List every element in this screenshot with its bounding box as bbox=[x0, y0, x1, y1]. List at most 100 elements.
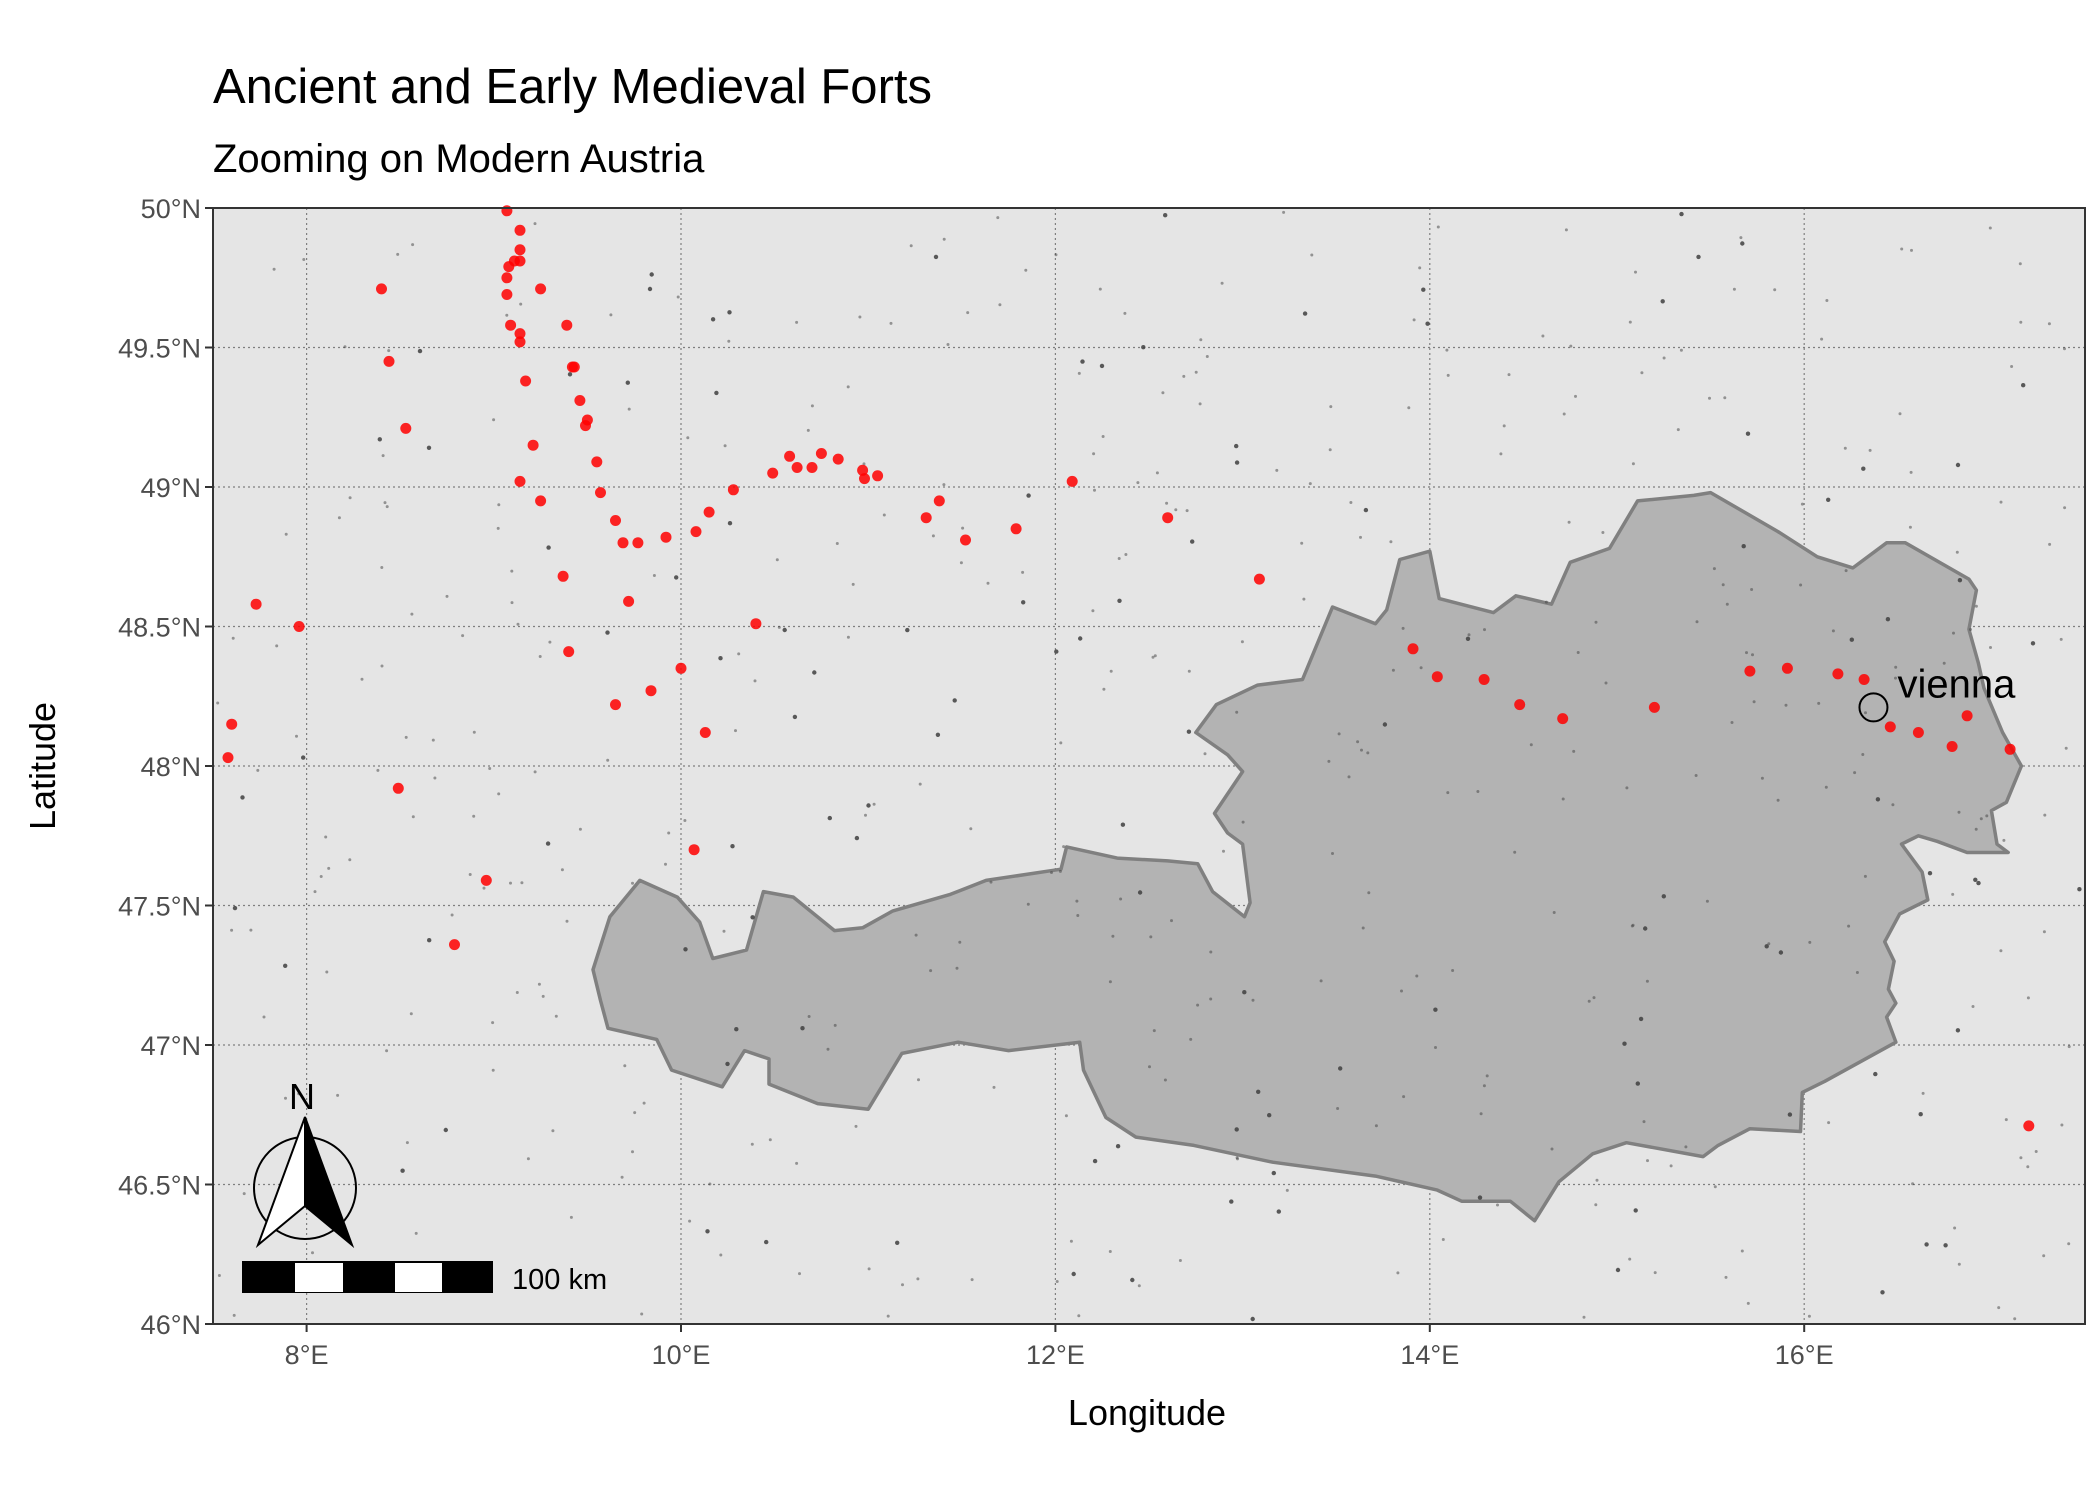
settlement-point bbox=[1483, 628, 1486, 632]
settlement-point bbox=[519, 302, 523, 306]
settlement-point bbox=[1242, 990, 1247, 995]
settlement-point bbox=[1026, 493, 1031, 498]
fort-point bbox=[383, 355, 395, 367]
settlement-point bbox=[1338, 1066, 1343, 1071]
settlement-point bbox=[492, 418, 496, 422]
settlement-point bbox=[1241, 820, 1245, 824]
y-tick-label: 48°N bbox=[141, 752, 201, 782]
settlement-point bbox=[497, 503, 501, 507]
settlement-point bbox=[1401, 626, 1405, 630]
settlement-point bbox=[1415, 974, 1419, 978]
fort-point bbox=[703, 506, 715, 518]
settlement-point bbox=[1165, 501, 1169, 505]
settlement-point bbox=[468, 873, 472, 876]
settlement-point bbox=[302, 258, 306, 261]
fort-point bbox=[574, 395, 586, 406]
vienna-marker bbox=[1858, 692, 1889, 723]
settlement-point bbox=[2019, 1156, 2023, 1160]
settlement-point bbox=[1093, 488, 1096, 492]
fort-point bbox=[920, 512, 932, 524]
settlement-point bbox=[1957, 1262, 1961, 1266]
fort-point bbox=[561, 319, 573, 331]
settlement-point bbox=[1988, 226, 1992, 230]
settlement-point bbox=[1267, 1113, 1272, 1118]
fort-point bbox=[2023, 1120, 2035, 1132]
settlement-point bbox=[1434, 1046, 1437, 1049]
fort-point bbox=[784, 450, 796, 462]
settlement-point bbox=[1544, 600, 1548, 604]
fort-point bbox=[1744, 665, 1756, 677]
settlement-point bbox=[1885, 617, 1891, 622]
settlement-point bbox=[1630, 924, 1634, 928]
settlement-point bbox=[567, 372, 573, 377]
settlement-point bbox=[1721, 583, 1725, 587]
settlement-point bbox=[232, 1313, 236, 1317]
settlement-point bbox=[1985, 814, 1989, 818]
fort-point bbox=[514, 255, 526, 267]
settlement-point bbox=[917, 1078, 920, 1082]
settlement-point bbox=[606, 758, 610, 762]
settlement-point bbox=[1643, 926, 1648, 931]
settlement-point bbox=[1101, 435, 1105, 438]
settlement-point bbox=[497, 792, 501, 796]
fort-point bbox=[400, 422, 412, 434]
settlement-point bbox=[734, 1027, 739, 1032]
settlement-point bbox=[969, 827, 973, 831]
fort-point bbox=[293, 621, 305, 632]
settlement-point bbox=[1366, 751, 1370, 755]
settlement-point bbox=[795, 320, 799, 324]
settlement-point bbox=[2077, 887, 2082, 892]
settlement-point bbox=[686, 436, 690, 440]
fort-point bbox=[933, 495, 945, 507]
settlement-point bbox=[864, 813, 867, 817]
settlement-point bbox=[2064, 746, 2068, 750]
settlement-point bbox=[1853, 771, 1857, 775]
settlement-point bbox=[1868, 448, 1872, 452]
settlement-point bbox=[1894, 665, 1898, 669]
settlement-point bbox=[768, 1138, 772, 1142]
settlement-point bbox=[1329, 405, 1333, 409]
settlement-point bbox=[1412, 318, 1416, 322]
settlement-point bbox=[1843, 446, 1847, 450]
settlement-point bbox=[560, 868, 564, 872]
settlement-point bbox=[1465, 636, 1471, 641]
settlement-point bbox=[2048, 542, 2052, 546]
settlement-point bbox=[545, 841, 551, 846]
settlement-point bbox=[1572, 749, 1576, 753]
settlement-point bbox=[1679, 348, 1683, 352]
settlement-point bbox=[1111, 934, 1115, 938]
settlement-point bbox=[217, 1274, 221, 1277]
settlement-point bbox=[509, 881, 512, 885]
settlement-point bbox=[1163, 213, 1168, 218]
settlement-point bbox=[1256, 1089, 1261, 1095]
settlement-point bbox=[1712, 567, 1716, 571]
settlement-point bbox=[1155, 471, 1159, 475]
settlement-point bbox=[1282, 210, 1286, 214]
settlement-point bbox=[1582, 1315, 1586, 1319]
settlement-point bbox=[1739, 236, 1743, 240]
fort-point bbox=[1912, 727, 1924, 738]
fort-point bbox=[1066, 475, 1078, 487]
settlement-point bbox=[533, 770, 537, 774]
settlement-point bbox=[1784, 703, 1788, 707]
settlement-point bbox=[1787, 1112, 1793, 1117]
settlement-point bbox=[1760, 776, 1764, 780]
settlement-point bbox=[1236, 1157, 1239, 1161]
settlement-point bbox=[2026, 996, 2030, 1000]
settlement-point bbox=[727, 310, 732, 315]
x-tick-label: 12°E bbox=[1026, 1340, 1085, 1370]
settlement-point bbox=[1141, 345, 1146, 350]
settlement-point bbox=[1163, 1078, 1167, 1082]
settlement-point bbox=[1271, 1170, 1277, 1176]
settlement-point bbox=[242, 1192, 246, 1196]
y-tick-label: 47°N bbox=[141, 1031, 201, 1061]
settlement-point bbox=[1592, 996, 1596, 1000]
settlement-point bbox=[1109, 669, 1113, 673]
fort-point bbox=[595, 487, 606, 499]
settlement-point bbox=[1638, 1016, 1644, 1022]
settlement-point bbox=[2059, 637, 2063, 641]
settlement-point bbox=[683, 947, 688, 952]
settlement-point bbox=[1091, 609, 1095, 613]
settlement-point bbox=[1800, 502, 1804, 506]
settlement-point bbox=[1148, 1065, 1151, 1069]
